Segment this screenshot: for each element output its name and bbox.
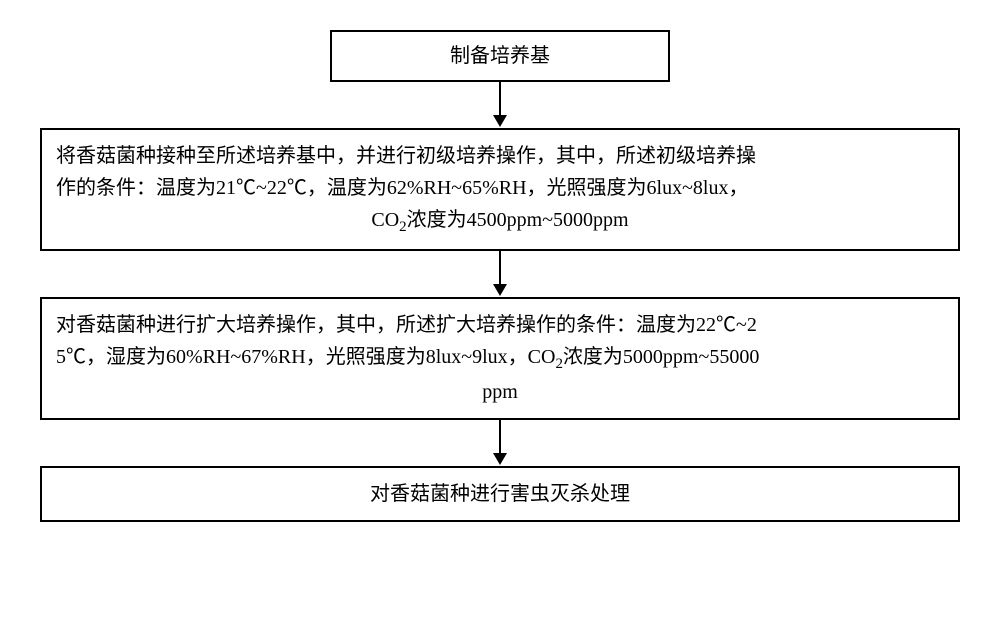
step-3-line2: 5℃，湿度为60%RH~67%RH，光照强度为8lux~9lux，CO2浓度为5… — [56, 341, 944, 376]
step-2-line2: 作的条件：温度为21℃~22℃，温度为62%RH~65%RH，光照强度为6lux… — [56, 172, 944, 204]
step-2-box: 将香菇菌种接种至所述培养基中，并进行初级培养操作，其中，所述初级培养操 作的条件… — [40, 128, 960, 251]
step-2-line1: 将香菇菌种接种至所述培养基中，并进行初级培养操作，其中，所述初级培养操 — [56, 140, 944, 172]
step-4-box: 对香菇菌种进行害虫灭杀处理 — [40, 466, 960, 522]
arrow-1 — [493, 82, 507, 128]
arrow-head-icon — [493, 284, 507, 296]
step-2-co2-sub: 2 — [399, 219, 407, 235]
step-2-line3: CO2浓度为4500ppm~5000ppm — [56, 204, 944, 239]
arrow-line — [499, 82, 501, 116]
step-4-text: 对香菇菌种进行害虫灭杀处理 — [370, 483, 630, 505]
step-3-line3: ppm — [56, 376, 944, 408]
step-1-text: 制备培养基 — [450, 45, 550, 67]
step-2-co2-pre: CO — [371, 209, 399, 231]
step-1-box: 制备培养基 — [330, 30, 670, 82]
arrow-head-icon — [493, 453, 507, 465]
arrow-line — [499, 251, 501, 285]
arrow-2 — [493, 251, 507, 297]
step-3-line1: 对香菇菌种进行扩大培养操作，其中，所述扩大培养操作的条件：温度为22℃~2 — [56, 309, 944, 341]
step-3-box: 对香菇菌种进行扩大培养操作，其中，所述扩大培养操作的条件：温度为22℃~2 5℃… — [40, 297, 960, 420]
arrow-3 — [493, 420, 507, 466]
arrow-head-icon — [493, 115, 507, 127]
step-3-co2-sub: 2 — [555, 356, 563, 372]
step-2-line2-text: 作的条件：温度为21℃~22℃，温度为62%RH~65%RH，光照强度为6lux… — [56, 177, 748, 199]
step-3-line2-pre: 5℃，湿度为60%RH~67%RH，光照强度为8lux~9lux，CO — [56, 346, 555, 368]
step-3-line2-post: 浓度为5000ppm~55000 — [563, 346, 759, 368]
flowchart-container: 制备培养基 将香菇菌种接种至所述培养基中，并进行初级培养操作，其中，所述初级培养… — [40, 30, 960, 522]
arrow-line — [499, 420, 501, 454]
step-2-co2-post: 浓度为4500ppm~5000ppm — [407, 209, 629, 231]
